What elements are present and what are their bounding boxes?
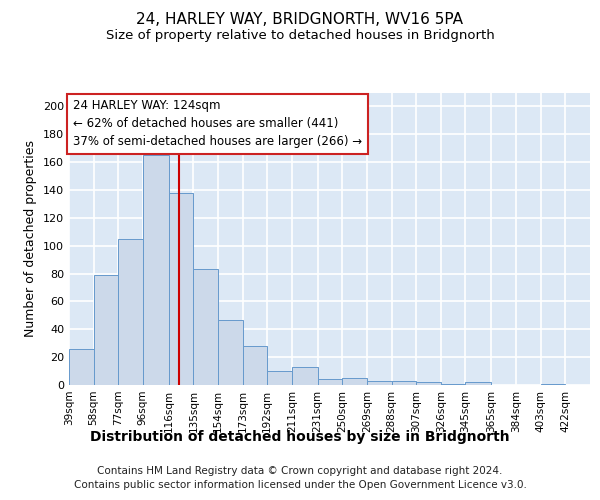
Bar bbox=[367, 381, 392, 385]
Bar bbox=[118, 239, 143, 385]
Bar bbox=[242, 346, 267, 385]
Bar bbox=[541, 384, 565, 385]
Bar bbox=[193, 270, 218, 385]
Bar bbox=[392, 381, 416, 385]
Bar bbox=[143, 155, 169, 385]
Bar bbox=[416, 382, 441, 385]
Text: 24, HARLEY WAY, BRIDGNORTH, WV16 5PA: 24, HARLEY WAY, BRIDGNORTH, WV16 5PA bbox=[137, 12, 464, 28]
Text: Distribution of detached houses by size in Bridgnorth: Distribution of detached houses by size … bbox=[90, 430, 510, 444]
Bar bbox=[94, 275, 118, 385]
Bar bbox=[69, 349, 94, 385]
Bar bbox=[169, 193, 193, 385]
Bar bbox=[466, 382, 491, 385]
Bar bbox=[441, 384, 466, 385]
Text: Contains HM Land Registry data © Crown copyright and database right 2024.: Contains HM Land Registry data © Crown c… bbox=[97, 466, 503, 476]
Bar bbox=[267, 371, 292, 385]
Bar bbox=[343, 378, 367, 385]
Text: Size of property relative to detached houses in Bridgnorth: Size of property relative to detached ho… bbox=[106, 28, 494, 42]
Text: 24 HARLEY WAY: 124sqm
← 62% of detached houses are smaller (441)
37% of semi-det: 24 HARLEY WAY: 124sqm ← 62% of detached … bbox=[73, 100, 362, 148]
Y-axis label: Number of detached properties: Number of detached properties bbox=[25, 140, 37, 337]
Bar bbox=[318, 380, 343, 385]
Bar bbox=[218, 320, 242, 385]
Bar bbox=[292, 367, 318, 385]
Text: Contains public sector information licensed under the Open Government Licence v3: Contains public sector information licen… bbox=[74, 480, 526, 490]
